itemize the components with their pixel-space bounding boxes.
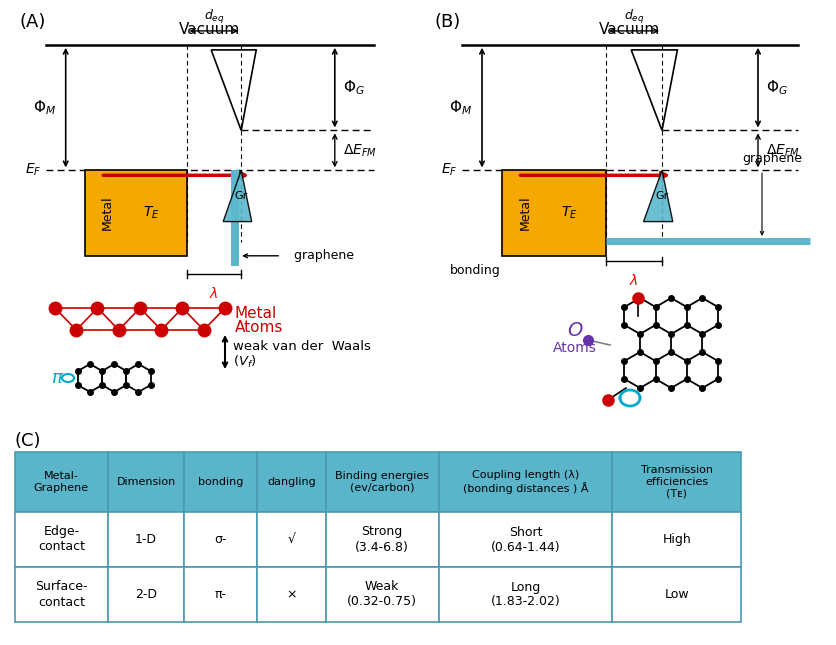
Text: graphene: graphene — [286, 250, 354, 263]
Text: √: √ — [287, 533, 295, 546]
Text: Metal: Metal — [517, 195, 531, 230]
Text: $E_F$: $E_F$ — [440, 162, 456, 179]
Text: weak van der  Waals: weak van der Waals — [232, 341, 370, 353]
Text: $\Phi_M$: $\Phi_M$ — [448, 98, 472, 117]
Text: Long
(1.83-2.02): Long (1.83-2.02) — [490, 580, 559, 608]
Text: $\Phi_G$: $\Phi_G$ — [343, 78, 364, 97]
Text: $T_E$: $T_E$ — [561, 205, 577, 221]
Text: Vacuum: Vacuum — [179, 22, 240, 37]
Bar — [15, 567, 108, 622]
Bar — [15, 512, 108, 567]
Bar — [438, 512, 611, 567]
Text: $E_F$: $E_F$ — [25, 162, 41, 179]
Text: Dimension: Dimension — [116, 477, 176, 487]
Text: $\Phi_G$: $\Phi_G$ — [765, 78, 787, 97]
Text: $\lambda$: $\lambda$ — [629, 273, 638, 288]
Text: Metal: Metal — [235, 306, 277, 321]
Bar — [325, 512, 438, 567]
Bar — [231, 170, 239, 266]
Text: Low: Low — [664, 588, 688, 601]
Bar — [611, 452, 741, 512]
Text: 2-D: 2-D — [135, 588, 157, 601]
Text: 1-D: 1-D — [135, 533, 157, 546]
Bar — [108, 567, 184, 622]
Text: Transmission
efficiencies
(Tᴇ): Transmission efficiencies (Tᴇ) — [640, 466, 712, 499]
Text: $(V_f)$: $(V_f)$ — [232, 354, 257, 370]
Text: Coupling length (λ)
(bonding distances ) Å: Coupling length (λ) (bonding distances )… — [462, 470, 588, 494]
Bar — [611, 567, 741, 622]
Bar — [184, 567, 257, 622]
Bar — [438, 567, 611, 622]
Text: High: High — [661, 533, 691, 546]
Bar — [15, 452, 108, 512]
Text: Gr: Gr — [234, 191, 247, 201]
Text: Metal: Metal — [101, 195, 114, 230]
Text: Weak
(0.32-0.75): Weak (0.32-0.75) — [347, 580, 416, 608]
Bar — [184, 512, 257, 567]
Text: Surface-
contact: Surface- contact — [35, 580, 88, 608]
Text: σ-: σ- — [214, 533, 227, 546]
Text: $\Phi_M$: $\Phi_M$ — [33, 98, 56, 117]
Text: bonding: bonding — [198, 477, 243, 487]
Bar — [108, 512, 184, 567]
Text: $\pi$: $\pi$ — [51, 369, 64, 387]
Text: (B): (B) — [435, 13, 461, 31]
Text: $d_{eq}$: $d_{eq}$ — [623, 8, 644, 26]
Text: Vacuum: Vacuum — [599, 22, 660, 37]
Text: Gr: Gr — [655, 191, 668, 201]
Text: Metal-
Graphene: Metal- Graphene — [33, 471, 89, 493]
Bar — [502, 170, 605, 256]
Text: dangling: dangling — [267, 477, 315, 487]
Bar — [611, 512, 741, 567]
Polygon shape — [643, 170, 672, 222]
Text: O: O — [567, 321, 582, 339]
Polygon shape — [223, 170, 252, 222]
Text: π-: π- — [215, 588, 227, 601]
Bar — [257, 512, 325, 567]
Text: Atoms: Atoms — [553, 341, 596, 355]
Bar — [108, 452, 184, 512]
Text: (A): (A) — [20, 13, 46, 31]
Bar — [325, 452, 438, 512]
Text: ×: × — [286, 588, 296, 601]
Text: Short
(0.64-1.44): Short (0.64-1.44) — [490, 526, 559, 553]
Text: $\Delta E_{FM}$: $\Delta E_{FM}$ — [765, 142, 799, 159]
Bar — [257, 567, 325, 622]
Text: $\lambda$: $\lambda$ — [209, 286, 218, 301]
Text: $d_{eq}$: $d_{eq}$ — [203, 8, 224, 26]
Text: (C): (C) — [15, 432, 42, 450]
Text: Binding energies
(ev/carbon): Binding energies (ev/carbon) — [334, 471, 429, 493]
Bar — [257, 452, 325, 512]
Text: bonding: bonding — [450, 264, 500, 277]
Bar — [184, 452, 257, 512]
Text: Edge-
contact: Edge- contact — [38, 526, 84, 553]
Bar — [438, 452, 611, 512]
Bar — [85, 170, 186, 256]
Text: graphene: graphene — [741, 152, 801, 165]
Text: Strong
(3.4-6.8): Strong (3.4-6.8) — [354, 526, 409, 553]
Text: $\Delta E_{FM}$: $\Delta E_{FM}$ — [343, 142, 376, 159]
Text: Atoms: Atoms — [235, 319, 283, 335]
Text: $T_E$: $T_E$ — [143, 205, 159, 221]
Bar — [325, 567, 438, 622]
